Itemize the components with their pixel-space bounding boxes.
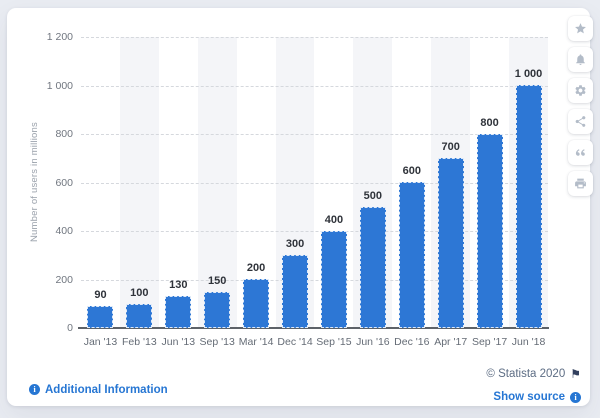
info-icon <box>570 391 581 403</box>
bell-icon <box>576 54 585 65</box>
bar[interactable] <box>398 182 425 328</box>
x-tick-label: Sep '15 <box>316 336 352 348</box>
x-tick-label: Mar '14 <box>238 336 274 348</box>
x-axis-line <box>78 327 549 329</box>
copyright-notice: © Statista 2020 <box>486 367 581 382</box>
print-icon <box>575 178 586 189</box>
info-icon <box>29 384 40 395</box>
bar-value-label: 600 <box>402 165 421 177</box>
bar[interactable] <box>243 279 270 328</box>
bar-value-label: 150 <box>208 275 227 287</box>
x-tick-label: Dec '14 <box>277 336 313 348</box>
bar[interactable] <box>320 231 347 328</box>
bar-value-label: 300 <box>285 238 305 250</box>
bar[interactable] <box>476 134 503 328</box>
favorite-button[interactable] <box>568 16 593 41</box>
cite-button[interactable] <box>568 140 593 165</box>
show-source-label: Show source <box>493 391 565 403</box>
bar-value-label: 200 <box>246 262 266 274</box>
bar[interactable] <box>515 85 542 328</box>
bar-value-label: 800 <box>480 117 499 129</box>
additional-information-link[interactable]: Additional Information <box>29 384 168 396</box>
star-icon <box>575 23 586 34</box>
bar[interactable] <box>204 292 231 328</box>
bar-value-label: 90 <box>94 289 107 301</box>
bar[interactable] <box>87 306 114 328</box>
show-source-link[interactable]: Show source <box>493 391 581 403</box>
share-icon <box>575 116 586 127</box>
additional-information-label: Additional Information <box>45 383 168 396</box>
y-tick-label: 1 200 <box>46 31 73 43</box>
bar-value-label: 130 <box>169 279 188 291</box>
settings-button[interactable] <box>568 78 593 103</box>
alerts-button[interactable] <box>568 47 593 72</box>
gear-icon <box>575 85 586 96</box>
bar-value-label: 1 000 <box>514 68 543 80</box>
flag-icon <box>570 367 581 382</box>
y-tick-label: 800 <box>55 128 73 140</box>
bar[interactable] <box>282 255 309 328</box>
x-tick-label: Jan '13 <box>83 336 118 348</box>
x-tick-label: Sep '13 <box>199 336 235 348</box>
x-tick-label: Jun '18 <box>511 336 546 348</box>
x-tick-label: Jun '16 <box>356 336 390 348</box>
x-tick-label: Apr '17 <box>434 336 468 348</box>
x-tick-label: Jun '13 <box>161 336 196 348</box>
gridline <box>81 134 548 135</box>
bar-value-label: 400 <box>324 214 344 226</box>
print-button[interactable] <box>568 171 593 196</box>
x-tick-label: Feb '13 <box>122 336 157 348</box>
copyright-label: © Statista 2020 <box>486 368 566 380</box>
gridline <box>81 182 548 184</box>
y-tick-label: 0 <box>67 322 73 334</box>
bar[interactable] <box>126 304 153 328</box>
gridline <box>81 37 548 38</box>
x-tick-label: Sep '17 <box>471 336 508 348</box>
bar[interactable] <box>437 158 464 328</box>
bar[interactable] <box>359 207 386 328</box>
bar-value-label: 700 <box>441 141 460 153</box>
quote-icon <box>575 149 585 156</box>
share-button[interactable] <box>568 109 593 134</box>
y-tick-label: 400 <box>55 225 73 237</box>
bar-chart: Number of users in millions 0 200 400 600 80… <box>7 8 590 406</box>
bar-value-label: 100 <box>130 287 149 299</box>
gridline <box>81 279 548 281</box>
gridline <box>81 85 548 87</box>
chart-card: Number of users in millions 0 200 400 600 80… <box>7 8 590 406</box>
bar[interactable] <box>165 296 192 328</box>
y-tick-label: 600 <box>55 176 73 189</box>
gridline <box>81 231 548 232</box>
y-tick-label: 200 <box>55 273 73 286</box>
y-tick-label: 1 000 <box>46 79 73 92</box>
x-tick-label: Dec '16 <box>394 336 430 348</box>
bar-value-label: 500 <box>363 190 383 202</box>
